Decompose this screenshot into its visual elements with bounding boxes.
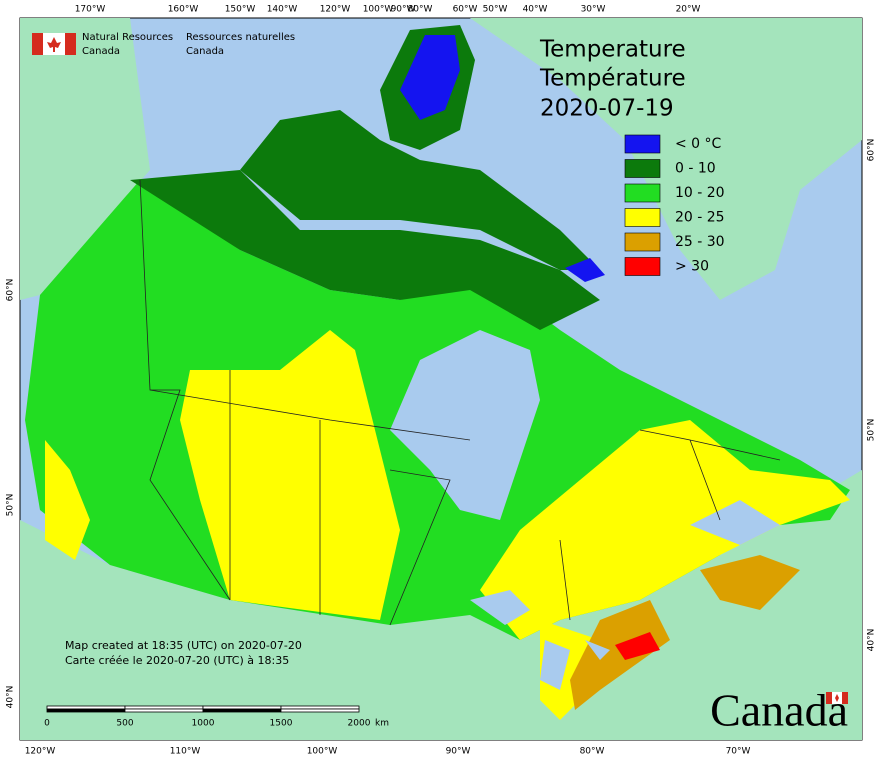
title: Température	[539, 66, 686, 92]
scale-bar: 0 500 1000 1500 2000 km	[44, 705, 389, 729]
legend-swatch	[624, 232, 661, 252]
flag-bar	[65, 33, 76, 55]
zone-25-30	[700, 555, 800, 610]
graticule-label: 150°W	[225, 5, 256, 15]
graticule-label: 50°N	[6, 494, 16, 517]
graticule-label: 170°W	[75, 5, 106, 15]
graticule-labels: 170°W 160°W 150°W 140°W 120°W 100°W90°W80°W 60…	[6, 5, 877, 757]
graticule-label: 50°N	[867, 419, 877, 442]
graticule-label: 100°W	[363, 5, 394, 15]
border	[139, 179, 231, 601]
zone-20-25	[480, 420, 850, 640]
legend-label: > 30	[675, 259, 709, 275]
graticule-label: 70°W	[726, 747, 751, 757]
great-lakes	[470, 590, 610, 690]
graticule-label: 50°W	[483, 5, 508, 15]
legend-swatch	[624, 208, 661, 227]
header-fr: Canada	[186, 46, 224, 57]
scale-label: 2000	[348, 719, 371, 729]
land	[20, 18, 862, 740]
scale-segment	[124, 708, 204, 713]
legend-label: 0 - 10	[675, 161, 716, 177]
zone-below-0	[400, 35, 460, 120]
maple-leaf	[47, 37, 61, 52]
wordmark-flag	[826, 692, 848, 704]
scale-segment	[124, 705, 204, 710]
flag	[32, 33, 76, 55]
date: 2020-07-19	[540, 96, 674, 122]
legend-label: 20 - 25	[675, 210, 725, 226]
graticule-label: 20°W	[676, 5, 701, 15]
graticule-label: 80°W	[408, 5, 433, 15]
legend-label: 10 - 20	[675, 185, 725, 201]
zone-0-10	[130, 170, 600, 330]
province-borders	[139, 179, 781, 626]
scale-segment	[46, 705, 126, 710]
scale-unit: km	[375, 719, 389, 729]
temperature-zones	[25, 25, 850, 720]
legend-swatch	[624, 257, 661, 276]
scale-label: 500	[116, 719, 133, 729]
zone-20-25	[45, 440, 90, 560]
footer: Map created at 18:35 (UTC) on 2020-07-20	[65, 639, 302, 652]
legend: < 0 °C 0 - 10 10 - 20 20 - 25 25 - 30 > 30	[624, 134, 725, 276]
legend-swatch	[624, 134, 661, 154]
maple-leaf	[835, 694, 839, 702]
graticule-label: 40°W	[523, 5, 548, 15]
footer: Carte créée le 2020-07-20 (UTC) à 18:35	[65, 654, 289, 667]
zone-below-0	[565, 258, 605, 282]
graticule-label: 90°W	[446, 747, 471, 757]
flag-bar	[32, 33, 43, 55]
graticule-label: 80°W	[580, 747, 605, 757]
graticule-label: 40°N	[6, 686, 16, 709]
legend-label: < 0 °C	[675, 136, 722, 152]
water	[390, 330, 780, 690]
scale-segment	[46, 708, 126, 713]
scale-label: 1000	[192, 719, 215, 729]
graticule-label: 30°W	[581, 5, 606, 15]
title: Temperature	[539, 37, 686, 63]
alaska	[20, 18, 150, 300]
legend-swatch	[624, 159, 661, 178]
scale-segment	[202, 708, 282, 713]
scale-segment	[280, 708, 360, 713]
zone-20-25	[180, 330, 400, 620]
gulf	[690, 500, 780, 545]
graticule-label: 120°W	[25, 747, 56, 757]
header-en: Natural Resources	[82, 32, 173, 43]
graticule-label: 40°N	[867, 629, 877, 652]
scale-segment	[280, 705, 360, 710]
scale-label: 0	[44, 719, 50, 729]
greenland	[470, 18, 862, 300]
zone-above-30	[615, 632, 660, 660]
graticule-label: 90°W	[391, 5, 416, 15]
scale-segment	[202, 705, 282, 710]
zone-0-10	[240, 110, 600, 270]
legend-swatch	[624, 183, 661, 203]
graticule-label: 60°N	[867, 139, 877, 162]
header-fr: Ressources naturelles	[186, 32, 295, 43]
border	[149, 370, 781, 626]
graticule-label: 100°W	[307, 747, 338, 757]
graticule-label: 60°N	[6, 279, 16, 302]
legend-label: 25 - 30	[675, 234, 725, 250]
hudson-bay	[390, 330, 540, 520]
scale-label: 1500	[270, 719, 293, 729]
header-en: Canada	[82, 46, 120, 57]
graticule-label: 120°W	[320, 5, 351, 15]
zone-25-30	[570, 600, 670, 710]
graticule-label: 60°W	[453, 5, 478, 15]
wordmark: Canada	[710, 685, 848, 736]
graticule-label: 160°W	[168, 5, 199, 15]
usa	[20, 470, 862, 740]
graticule-label: 140°W	[267, 5, 298, 15]
graticule-label: 110°W	[170, 747, 201, 757]
